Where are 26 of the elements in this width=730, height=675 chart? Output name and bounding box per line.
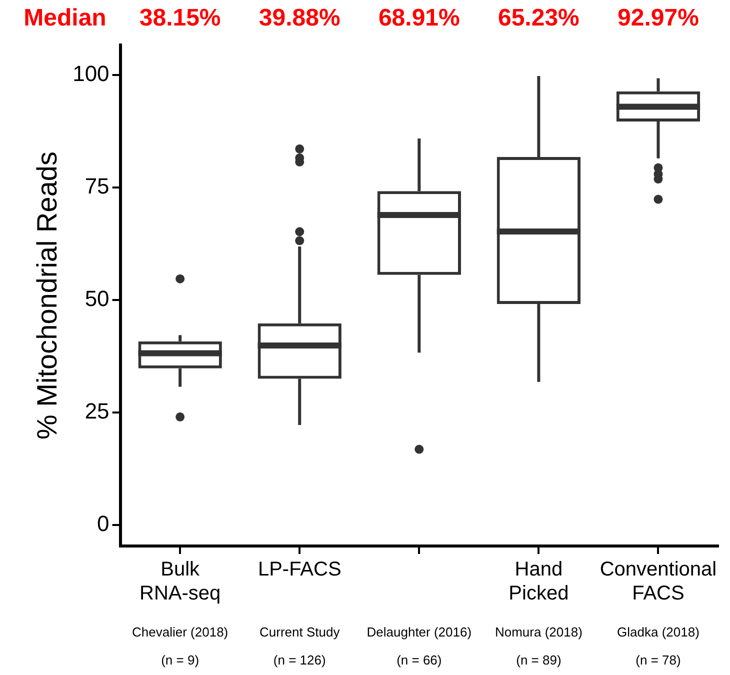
x-tick-label: Bulk RNA-seq (140, 558, 221, 605)
text: (n = 126) (273, 652, 326, 668)
text: (n = 66) (396, 652, 442, 668)
text: Chevalier (2018) (132, 624, 228, 640)
text: Delaughter (2016) (366, 624, 472, 640)
x-tick-label: Hand Picked (508, 558, 569, 605)
y-tick-label: 25 (84, 398, 110, 424)
text: 38.15% (139, 4, 221, 32)
x-tick-label: LP-FACS (258, 558, 342, 581)
y-axis-title: % Mitochondrial Reads (32, 152, 63, 440)
text: (n = 78) (636, 652, 681, 668)
y-tick-label: 50 (84, 286, 110, 312)
text: 68.91% (378, 4, 460, 32)
x-tick-label: Conventional FACS (600, 558, 717, 605)
text: Gladka (2018) (617, 624, 700, 640)
y-tick-label: 100 (72, 61, 110, 86)
text: (n = 9) (161, 652, 200, 668)
text: (n = 89) (516, 652, 562, 668)
text: 39.88% (258, 4, 340, 32)
text: Nomura (2018) (494, 624, 582, 640)
y-tick-label: 75 (84, 174, 110, 199)
text: Median (24, 4, 106, 32)
text: 92.97% (618, 4, 699, 32)
text: 65.23% (498, 4, 580, 32)
y-tick-label: 0 (97, 510, 110, 536)
text: Current Study (260, 624, 340, 640)
